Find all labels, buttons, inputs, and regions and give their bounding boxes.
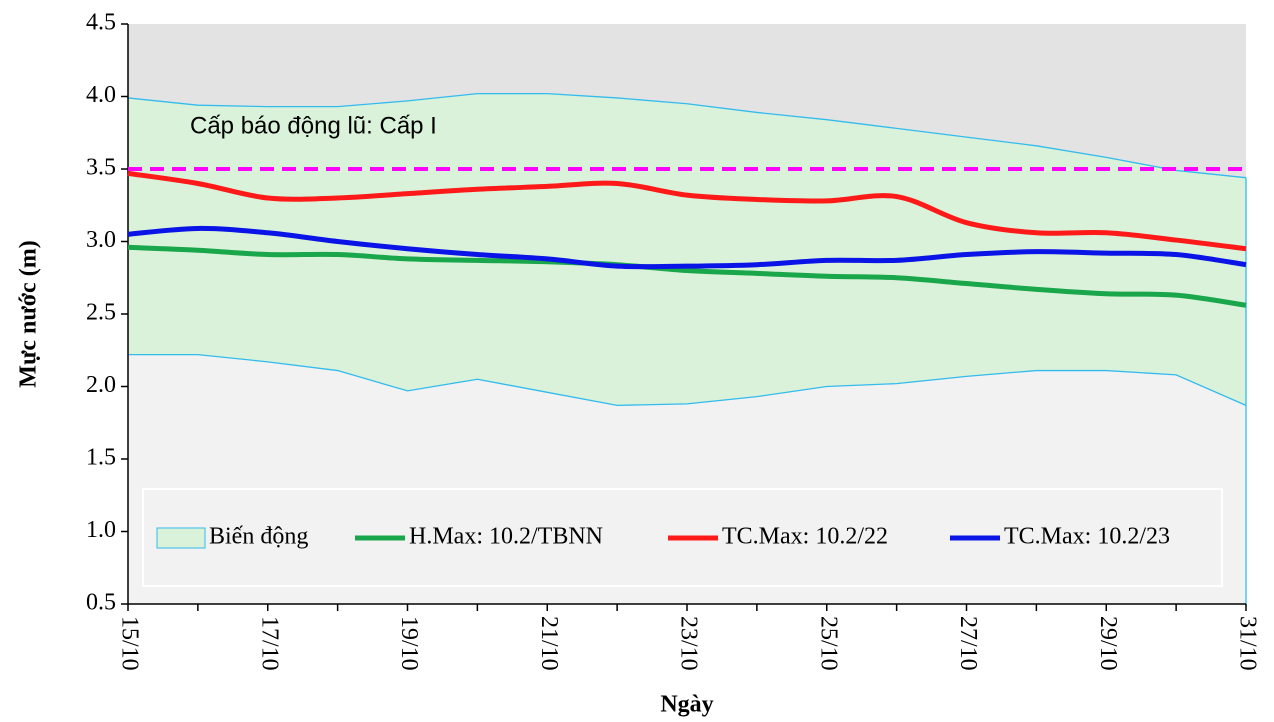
x-tick-label: 27/10 [955, 616, 981, 671]
x-tick-label: 17/10 [256, 616, 282, 671]
y-tick-label: 1.5 [86, 445, 116, 471]
legend-label: TC.Max: 10.2/22 [722, 524, 888, 550]
band-low [128, 353, 1247, 407]
y-tick-label: 0.5 [86, 590, 116, 616]
x-tick-label: 23/10 [675, 616, 701, 671]
y-tick-label: 2.0 [86, 372, 116, 398]
y-tick-label: 3.0 [86, 227, 116, 253]
y-tick-label: 4.5 [86, 10, 116, 36]
y-tick-label: 4.0 [86, 82, 116, 108]
y-tick-label: 3.5 [86, 155, 116, 181]
legend-swatch [156, 527, 206, 549]
annotation: Cấp báo động lũ: Cấp I [190, 112, 437, 139]
legend-label: TC.Max: 10.2/23 [1004, 524, 1170, 550]
x-tick-label: 19/10 [396, 616, 422, 671]
x-tick-label: 21/10 [536, 616, 562, 671]
series-line [127, 244, 1247, 308]
band-area [128, 93, 1246, 406]
x-tick-label: 25/10 [815, 616, 841, 671]
legend-label: H.Max: 10.2/TBNN [409, 524, 603, 550]
y-tick-label: 1.0 [86, 517, 116, 543]
series-line [127, 170, 1247, 252]
x-tick-label: 15/10 [116, 616, 142, 671]
x-axis-title: Ngày [660, 692, 713, 718]
y-axis-title: Mực nước (m) [16, 240, 42, 387]
y-tick-label: 2.5 [86, 300, 116, 326]
x-tick-label: 29/10 [1095, 616, 1121, 671]
band-high [127, 92, 1247, 179]
legend-label: Biến động [209, 524, 308, 550]
series-line [127, 225, 1247, 270]
x-tick-label: 31/10 [1234, 616, 1260, 671]
